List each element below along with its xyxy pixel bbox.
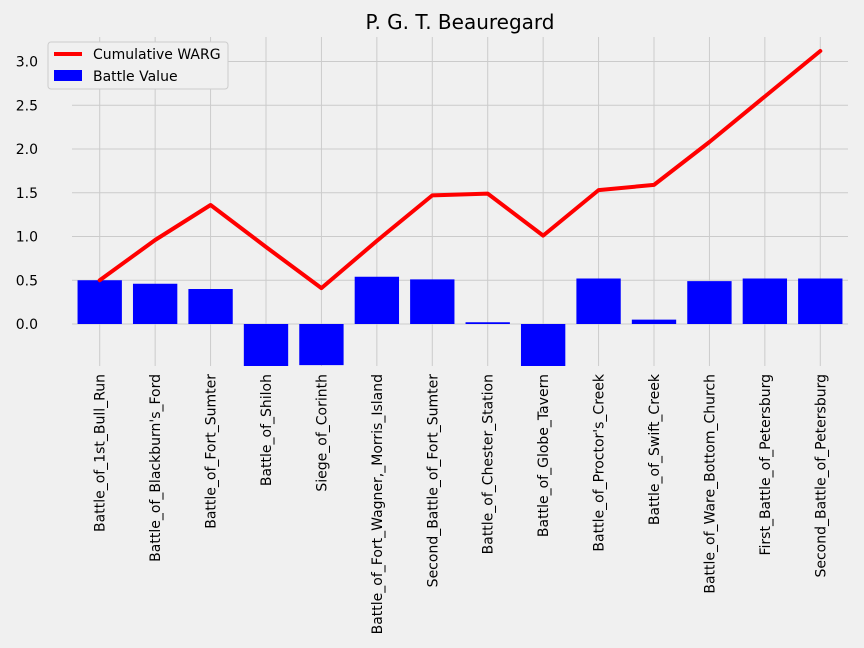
x-tick-label: Battle_of_Fort_Wagner,_Morris_Island [370, 374, 386, 634]
x-axis-ticks: Battle_of_1st_Bull_Run Battle_of_Blackbur… [93, 373, 830, 634]
x-tick-label: Battle_of_Proctor's_Creek [592, 373, 608, 551]
bar [576, 278, 621, 324]
x-tick-label: Battle_of_Globe_Tavern [536, 374, 552, 537]
bar [520, 324, 566, 366]
y-tick-label: 2.5 [16, 98, 38, 114]
x-tick-label: Siege_of_Corinth [314, 374, 330, 492]
bar [354, 276, 400, 324]
y-tick-label: 0.5 [16, 273, 38, 289]
bar [410, 279, 455, 324]
x-tick-label: First_Battle_of_Petersburg [758, 374, 774, 556]
legend: Cumulative WARG Battle Value [47, 41, 229, 90]
legend-box [47, 41, 229, 90]
bar [188, 289, 233, 324]
bar [631, 319, 677, 324]
chart-title: P. G. T. Beauregard [366, 10, 555, 34]
y-axis-ticks: 0.0 0.5 1.0 1.5 2.0 2.5 3.0 [16, 55, 38, 334]
bar [299, 324, 344, 366]
y-tick-label: 1.0 [16, 230, 38, 246]
x-tick-label: Battle_of_Shiloh [259, 374, 275, 486]
x-tick-label: Battle_of_Fort_Sumter [204, 374, 220, 529]
legend-bar-label: Battle Value [93, 69, 178, 85]
x-tick-label: Battle_of_1st_Bull_Run [93, 374, 109, 532]
bar [132, 283, 178, 324]
bar [243, 324, 289, 366]
bar [742, 278, 788, 324]
bar [798, 278, 843, 324]
bars [77, 276, 843, 366]
x-tick-label: Battle_of_Swift_Creek [647, 373, 663, 525]
line-series [97, 49, 823, 291]
x-tick-label: Second_Battle_of_Fort_Sumter [425, 374, 441, 588]
x-tick-label: Battle_of_Blackburn's_Ford [148, 374, 164, 562]
x-tick-label: Battle_of_Ware_Bottom_Church [702, 374, 718, 594]
x-tick-label: Battle_of_Chester_Station [481, 374, 497, 554]
bar [77, 280, 122, 324]
bar [687, 281, 732, 324]
y-tick-label: 1.5 [16, 186, 38, 202]
legend-line-label: Cumulative WARG [93, 47, 221, 63]
y-tick-label: 2.0 [16, 142, 38, 158]
bar [465, 322, 510, 324]
y-tick-label: 3.0 [16, 55, 38, 71]
x-tick-label: Second_Battle_of_Petersburg [813, 374, 829, 578]
legend-bar-swatch [54, 70, 82, 81]
cumulative-warg-line [97, 49, 823, 291]
y-tick-label: 0.0 [16, 317, 38, 333]
